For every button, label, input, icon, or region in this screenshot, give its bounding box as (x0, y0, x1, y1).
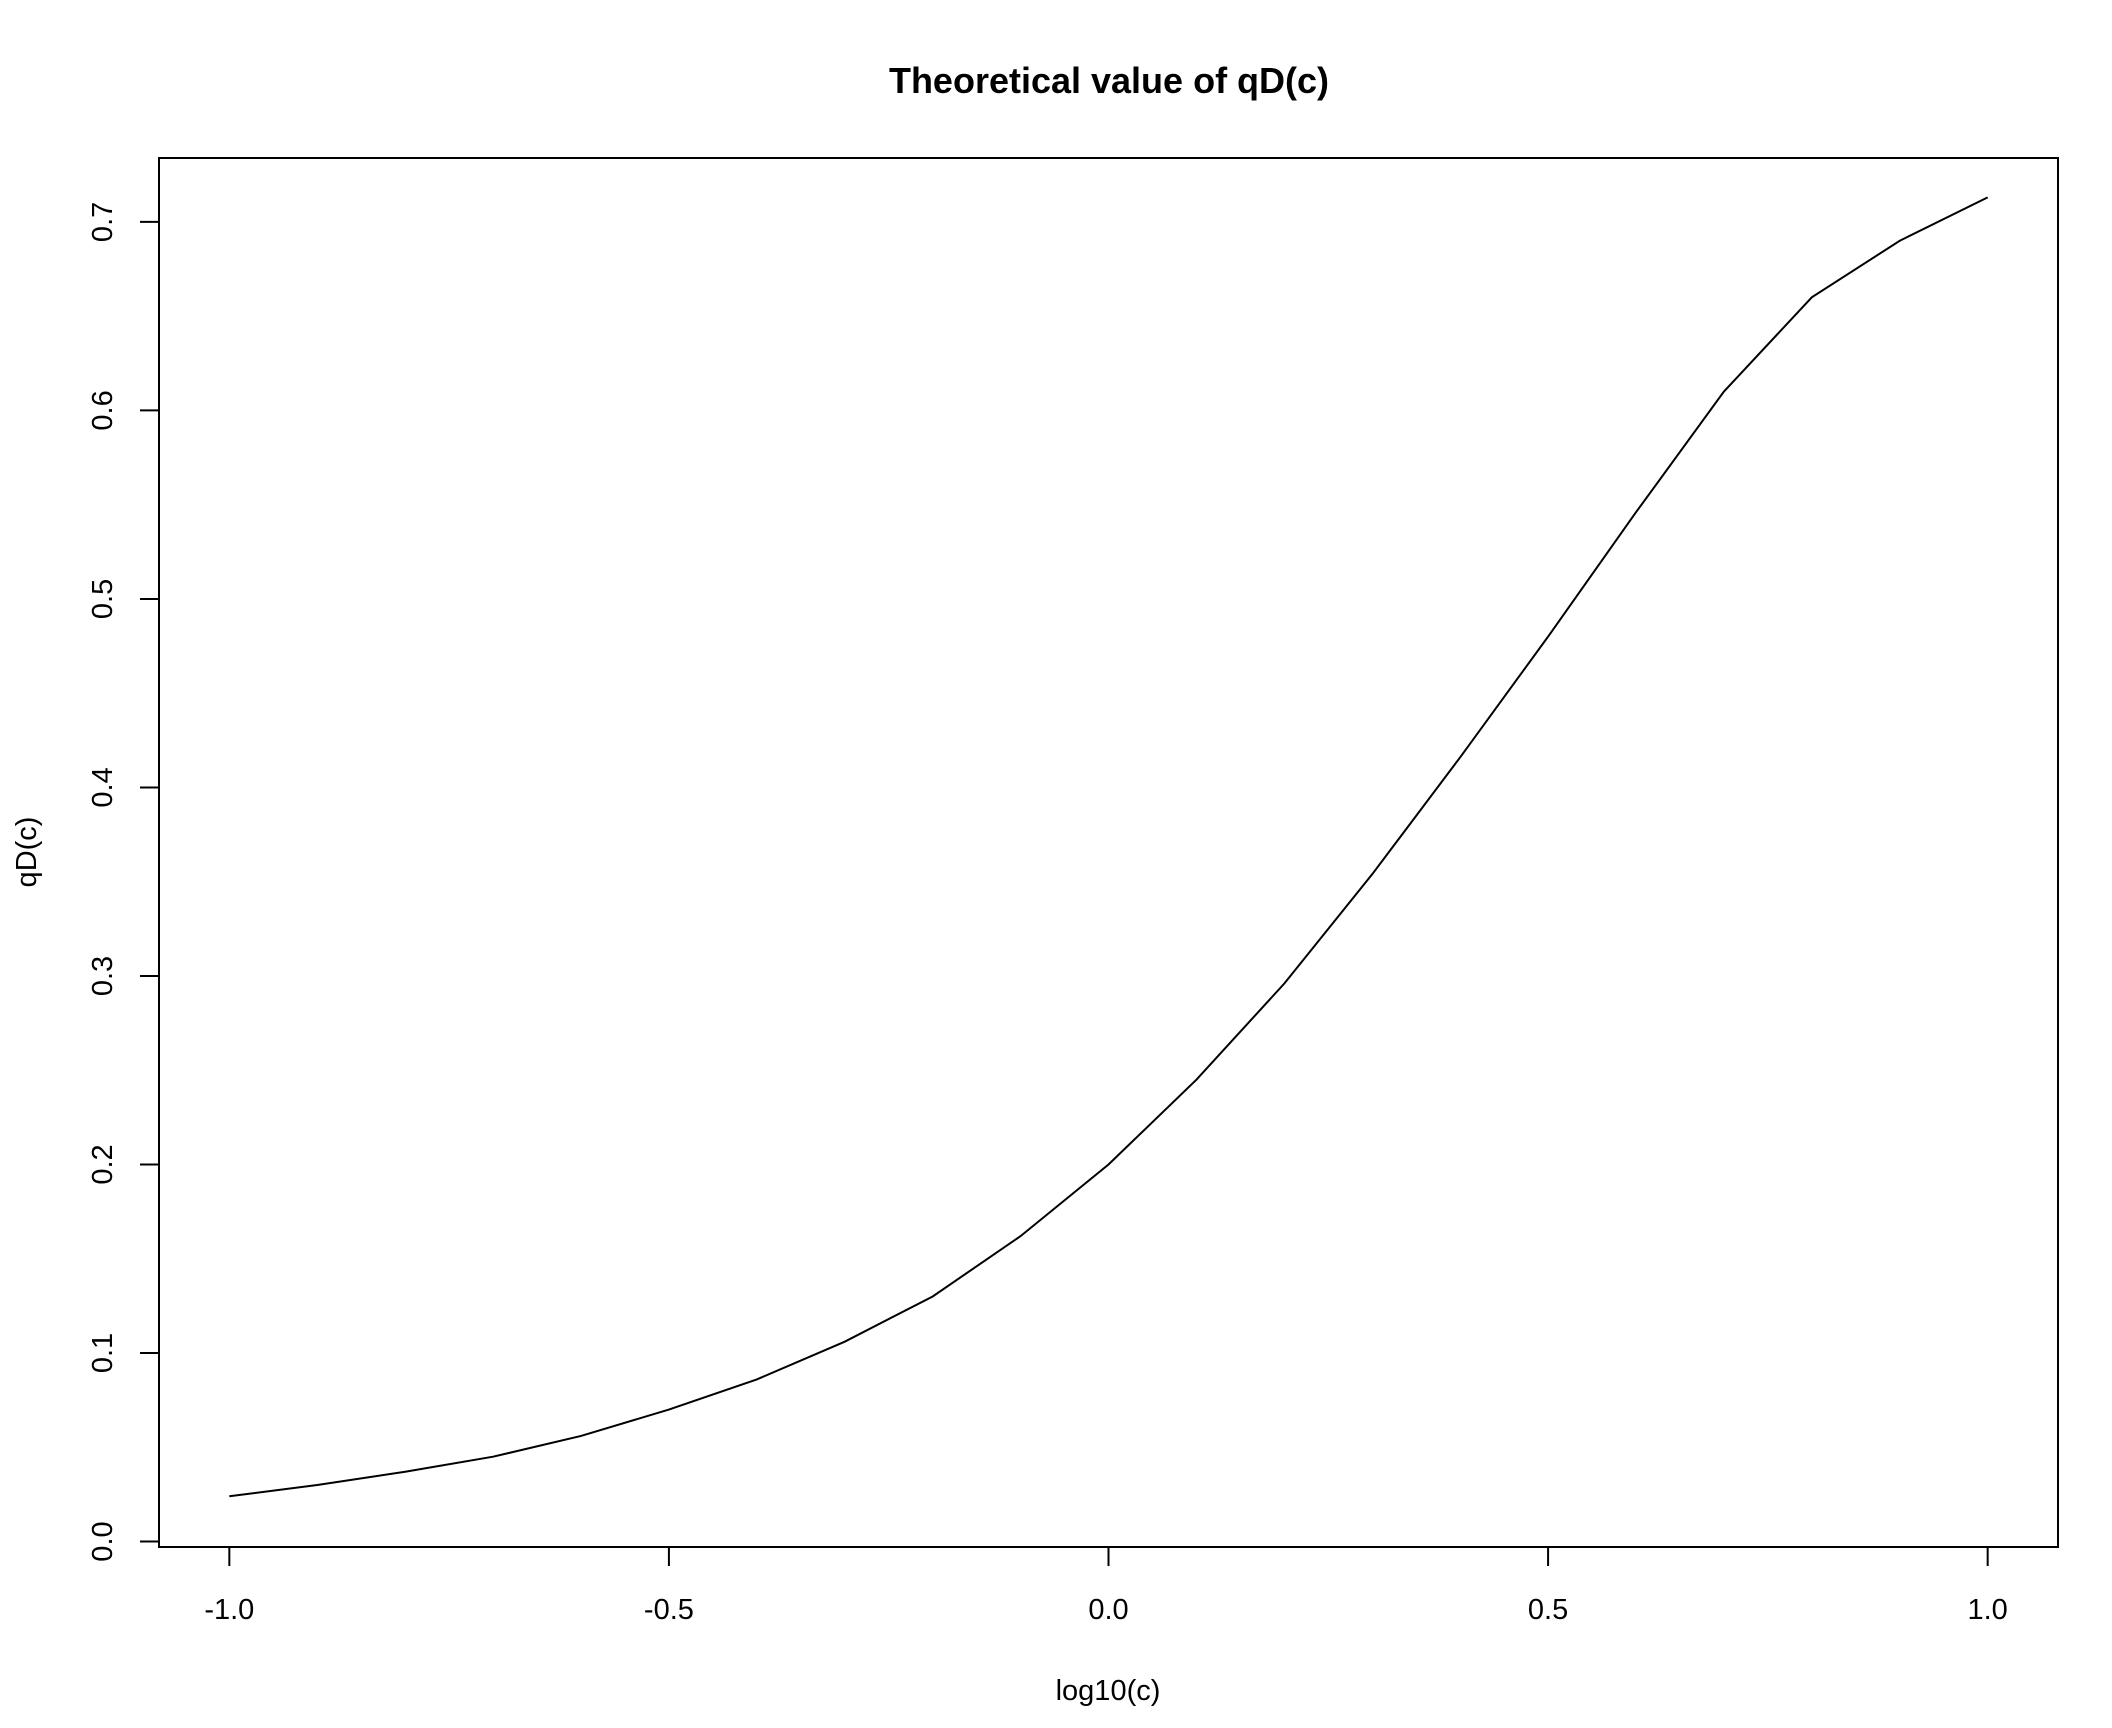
x-tick-label: 1.0 (1968, 1594, 2008, 1626)
y-tick-label: 0.5 (87, 579, 119, 619)
y-tick-label: 0.1 (87, 1333, 119, 1373)
y-axis: 0.0 0.1 0.2 0.3 0.4 0.5 0.6 0.7 (87, 202, 160, 1562)
chart-title: Theoretical value of qD(c) (889, 60, 1329, 101)
x-tick-label: -1.0 (204, 1594, 254, 1626)
series-group (229, 196, 1989, 1498)
y-axis-label: qD(c) (11, 817, 43, 888)
y-tick-label: 0.6 (87, 390, 119, 430)
x-axis: -1.0 -0.5 0.0 0.5 1.0 (204, 1546, 2008, 1626)
x-axis-label: log10(c) (1056, 1675, 1161, 1707)
y-tick-label: 0.2 (87, 1144, 119, 1184)
y-tick-label: 0.0 (87, 1521, 119, 1561)
y-tick-label: 0.7 (87, 202, 119, 242)
y-tick-label: 0.4 (87, 767, 119, 807)
x-tick-label: 0.0 (1088, 1594, 1128, 1626)
y-tick-label: 0.3 (87, 956, 119, 996)
x-tick-label: 0.5 (1528, 1594, 1568, 1626)
x-tick-label: -0.5 (644, 1594, 694, 1626)
series-line-qd (229, 196, 1989, 1498)
